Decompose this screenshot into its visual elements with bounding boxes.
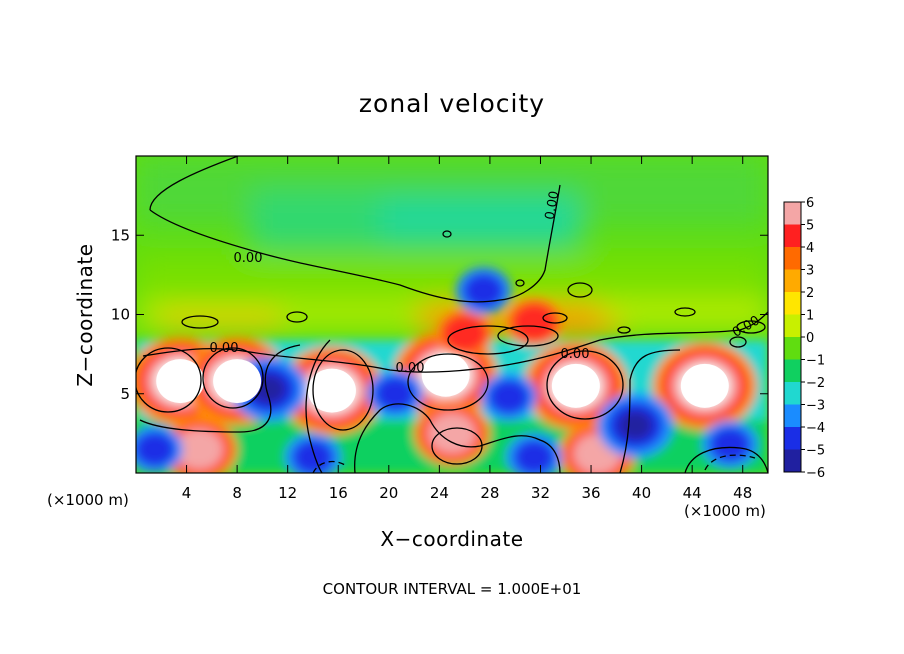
colorbar-swatch [784,449,801,473]
colorbar-label: 1 [806,309,814,324]
contour-label: 0.00 [234,251,263,266]
x-tick-label: 28 [480,484,499,502]
colorbar-swatch [784,292,801,315]
x-tick-label: 20 [379,484,398,502]
x-unit-left: (×1000 m) [47,491,129,509]
colorbar-label: 0 [806,331,814,346]
field-core [307,368,356,413]
field-feature [709,427,751,462]
colorbar-swatch [784,359,801,383]
field-feature [136,432,176,467]
y-axis-label: Z−coordinate [73,243,97,386]
field-feature [174,428,224,470]
colorbar-label: 2 [806,286,814,301]
x-tick-label: 36 [581,484,600,502]
colorbar-swatch [784,382,801,405]
x-tick-label: 44 [683,484,702,502]
contour-interval-note: CONTOUR INTERVAL = 1.000E+01 [323,580,582,598]
x-axis-ticks: 4 8 12 16 20 24 28 32 36 40 44 48 [182,156,752,502]
colorbar-swatch [784,314,801,338]
colorbar-swatch [784,427,801,450]
colorbar: 6 5 4 3 2 1 0 −1 −2 −3 −4 −5 −6 [783,196,825,481]
contour-label: 0.00 [210,341,239,356]
colorbar-label: 3 [806,264,814,279]
y-tick-label: 10 [111,306,130,324]
field-feature [618,411,653,440]
colorbar-label: −3 [806,399,825,414]
x-tick-label: 32 [531,484,550,502]
colorbar-swatch [784,247,801,270]
field-core [156,359,205,404]
colorbar-label: −5 [806,444,825,459]
field-band [600,300,768,320]
field-core [421,352,470,397]
contour-label: 0.00 [396,361,425,376]
colorbar-swatch [784,404,801,428]
field-feature [488,379,530,415]
colorbar-label: −6 [806,466,825,481]
colorbar-swatch [784,269,801,293]
field-feature [374,376,416,411]
colorbar-swatch [784,202,801,225]
colorbar-label: −1 [806,354,825,369]
x-unit-right: (×1000 m) [684,502,766,520]
chart-title: zonal velocity [359,89,545,118]
colorbar-label: 6 [806,196,814,211]
colorbar-label: 5 [806,219,814,234]
x-tick-label: 12 [278,484,297,502]
colorbar-label: 4 [806,241,814,256]
field-cores [156,352,729,413]
field-feature [427,412,477,455]
contour-lines [136,156,768,473]
x-tick-label: 40 [632,484,651,502]
y-tick-label: 5 [120,385,130,403]
colorbar-label: −4 [806,421,825,436]
plot-area: 0.000.000.000.000.000.00 [136,156,768,473]
field-core [213,359,262,404]
x-tick-label: 16 [329,484,348,502]
field-feature [513,439,555,473]
colorbar-label: −2 [806,376,825,391]
contour-label: 0.00 [561,347,590,362]
x-tick-label: 8 [232,484,242,502]
field-band [380,200,580,240]
contour-label: 0.00 [543,190,563,221]
x-tick-label: 4 [182,484,192,502]
x-tick-label: 24 [430,484,449,502]
x-axis-label: X−coordinate [380,527,523,551]
y-axis-ticks: 5 10 15 [111,226,768,403]
field-core [680,363,729,408]
colorbar-swatch [784,224,801,248]
x-tick-label: 48 [733,484,752,502]
field-feature [463,273,504,308]
field-feature [441,313,488,354]
field-core [551,363,600,408]
field-band [160,312,280,330]
field-feature [292,439,334,473]
y-tick-label: 15 [111,226,130,244]
field-band [136,255,768,305]
upper-field [136,156,768,335]
colorbar-swatch [784,337,801,360]
